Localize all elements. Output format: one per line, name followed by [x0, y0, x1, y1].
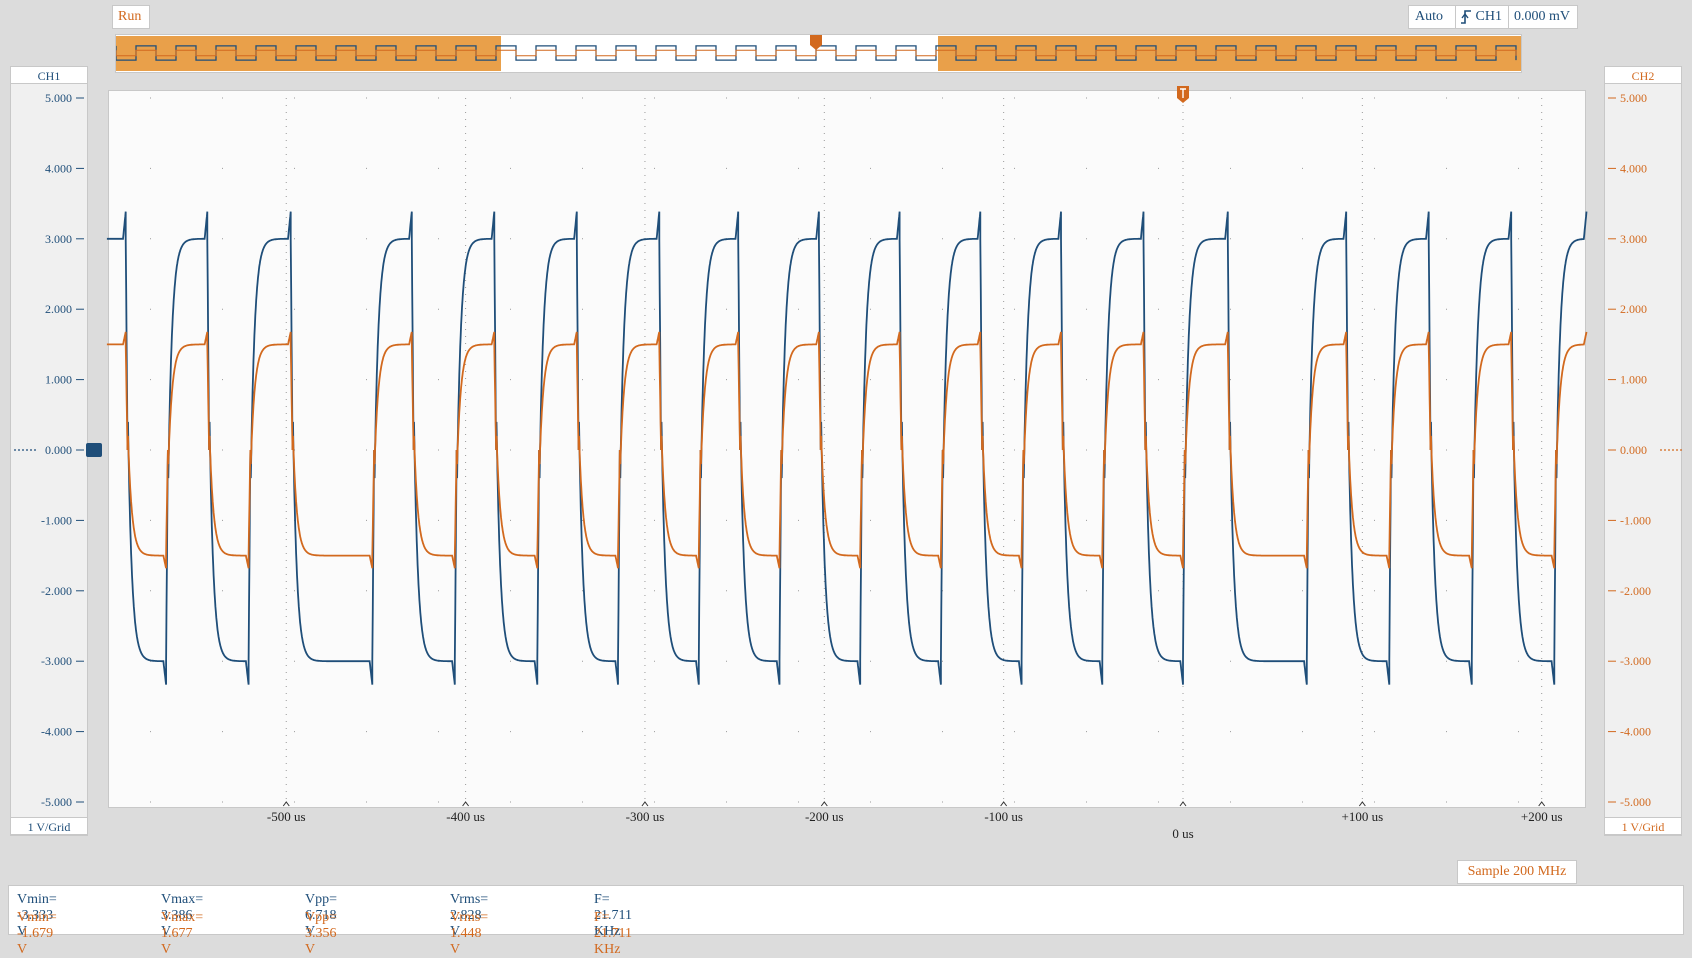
sample-rate: Sample 200 MHz: [1457, 860, 1577, 884]
ch2-vmin: Vmin= -1.679 V: [17, 910, 57, 957]
ch1-y-tick-label: -2.000: [41, 584, 72, 598]
ch1-y-tick-label: 5.000: [45, 91, 72, 105]
overview-region-left: [116, 36, 501, 71]
ch2-waveform: [106, 331, 1588, 569]
ch1-vmax: Vmax= 3.386 V: [161, 892, 204, 939]
ch2-y-tick-label: -2.000: [1620, 584, 1651, 598]
x-tick-label: +100 us: [1342, 809, 1384, 824]
overview-trigger-icon: [810, 34, 822, 50]
x-tick-label: -500 us: [267, 809, 306, 824]
plot-area[interactable]: [108, 90, 1586, 808]
ch1-y-tick-label: -4.000: [41, 725, 72, 739]
x-tick-label: +200 us: [1521, 809, 1563, 824]
ch1-freq: F= 21.711 KHz: [594, 892, 632, 939]
waveforms: [106, 211, 1588, 685]
ch1-vpp: Vpp= 6.718 V: [305, 892, 338, 939]
x-tick-label: 0 us: [1172, 826, 1193, 841]
ch2-label[interactable]: CH2: [1604, 66, 1682, 84]
ch2-y-tick-label: -4.000: [1620, 725, 1651, 739]
x-tick-arrow: [462, 801, 469, 807]
ch1-scale[interactable]: 1 V/Grid: [10, 817, 88, 835]
trigger-settings[interactable]: Auto CH1 0.000 mV: [1408, 5, 1578, 29]
run-status-button[interactable]: Run: [112, 5, 150, 29]
ch1-vmin: Vmin= -3.333 V: [17, 892, 57, 939]
ch2-vrms: Vrms= 1.448 V: [450, 910, 489, 957]
x-tick-arrow: [1000, 801, 1008, 807]
ch1-y-tick-label: -1.000: [41, 513, 72, 527]
ch2-axis-panel: [1604, 66, 1682, 836]
ch1-label[interactable]: CH1: [10, 66, 88, 84]
trigger-level[interactable]: 0.000 mV: [1508, 6, 1570, 28]
ch2-y-tick-label: 0.000: [1620, 443, 1647, 457]
ch2-y-tick-label: 2.000: [1620, 302, 1647, 316]
ch1-y-tick-label: -5.000: [41, 795, 72, 809]
ch1-y-tick-label: 4.000: [45, 161, 72, 175]
ch2-y-tick-label: -5.000: [1620, 795, 1651, 809]
x-tick-arrow: [1358, 801, 1366, 807]
x-tick-arrow: [641, 801, 649, 807]
ch2-y-tick-label: 1.000: [1620, 373, 1647, 387]
ch1-ground-marker: [86, 443, 102, 457]
ch2-y-tick-label: 3.000: [1620, 232, 1647, 246]
x-tick-label: -400 us: [446, 809, 485, 824]
x-tick-arrow: [820, 801, 828, 807]
ch2-y-tick-label: -3.000: [1620, 654, 1651, 668]
ch2-y-tick-label: 5.000: [1620, 91, 1647, 105]
x-tick-label: -200 us: [805, 809, 844, 824]
trigger-mode[interactable]: Auto: [1415, 9, 1443, 24]
ch2-vpp: Vpp= 3.356 V: [305, 910, 338, 957]
overview-region-right: [938, 36, 1521, 71]
ch2-freq: F= 21.711 KHz: [594, 910, 632, 957]
ch2-vmax: Vmax= 1.677 V: [161, 910, 204, 957]
ch1-vrms: Vrms= 2.828 V: [450, 892, 489, 939]
trigger-source-label: CH1: [1475, 9, 1502, 24]
measurements-panel: Vmin= -3.333 V Vmax= 3.386 V Vpp= 6.718 …: [8, 885, 1684, 957]
ch1-axis-panel: [10, 66, 88, 836]
x-tick-arrow: [282, 801, 290, 807]
rising-edge-icon: [1461, 9, 1471, 24]
x-tick-label: -100 us: [984, 809, 1023, 824]
ch1-y-tick-label: 0.000: [45, 443, 72, 457]
overview-ch2-wave: [115, 49, 1517, 57]
ch2-y-tick-label: 4.000: [1620, 161, 1647, 175]
ch1-y-tick-label: 1.000: [45, 373, 72, 387]
overview-canvas: [115, 34, 1521, 71]
waveform-overview[interactable]: [115, 34, 1522, 73]
trigger-t-glyph: [1180, 88, 1186, 98]
x-tick-arrow: [1179, 801, 1187, 807]
ch1-waveform: [106, 211, 1588, 685]
ch2-scale[interactable]: 1 V/Grid: [1604, 817, 1682, 835]
ch1-y-tick-label: -3.000: [41, 654, 72, 668]
x-tick-label: -300 us: [626, 809, 665, 824]
trigger-source[interactable]: CH1: [1455, 6, 1502, 28]
ch2-y-tick-label: -1.000: [1620, 513, 1651, 527]
ch1-y-tick-label: 3.000: [45, 232, 72, 246]
ch1-y-tick-label: 2.000: [45, 302, 72, 316]
x-tick-arrow: [1538, 801, 1546, 807]
